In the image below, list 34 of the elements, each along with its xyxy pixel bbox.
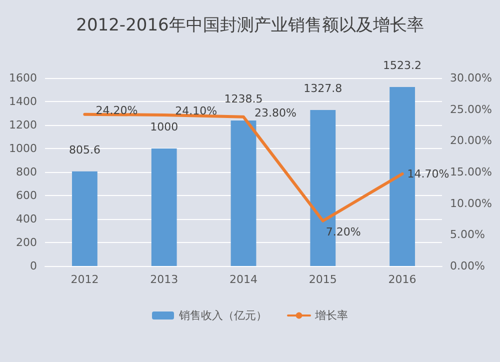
y-tick-label: 1200 [9, 118, 37, 132]
data-label: 805.6 [68, 143, 100, 156]
bar [230, 120, 256, 266]
data-label: 24.10% [175, 104, 218, 118]
x-tick-label: 2012 [70, 273, 99, 286]
bar [72, 171, 98, 266]
y-tick-label: 400 [16, 212, 37, 226]
chart-title: 2012-2016年中国封测产业销售额以及增长率 [76, 16, 424, 36]
y2-tick-label: 15.00% [450, 166, 492, 178]
y-tick-label: 800 [16, 166, 37, 178]
y2-tick-label: 25.00% [450, 102, 492, 116]
data-label: 1327.8 [304, 82, 342, 95]
y-tick-label: 1400 [9, 95, 37, 108]
x-tick-label: 2013 [150, 273, 178, 286]
x-tick-label: 2015 [308, 273, 337, 286]
y2-tick-label: 20.00% [450, 134, 492, 148]
data-label: 1238.5 [224, 92, 263, 106]
x-tick-label: 2016 [388, 273, 416, 286]
x-tick-label: 2014 [230, 273, 258, 286]
data-label: 1000 [150, 120, 178, 134]
y-tick-label: 0 [30, 260, 37, 272]
y-tick-label: 1000 [9, 142, 37, 155]
legend-label: 增长率 [314, 309, 348, 322]
bar [151, 148, 177, 266]
data-label: 1523.2 [383, 59, 422, 72]
y-tick-label: 1600 [9, 72, 37, 84]
y-tick-label: 200 [16, 236, 37, 249]
y-tick-label: 600 [16, 189, 37, 202]
y2-tick-label: 0.00% [450, 260, 485, 272]
y2-tick-label: 10.00% [450, 196, 492, 210]
y2-tick-label: 5.00% [450, 228, 485, 242]
y2-tick-label: 30.00% [450, 72, 492, 84]
legend-label: 销售收入（亿元） [178, 309, 267, 322]
data-label: 23.80% [254, 106, 296, 120]
